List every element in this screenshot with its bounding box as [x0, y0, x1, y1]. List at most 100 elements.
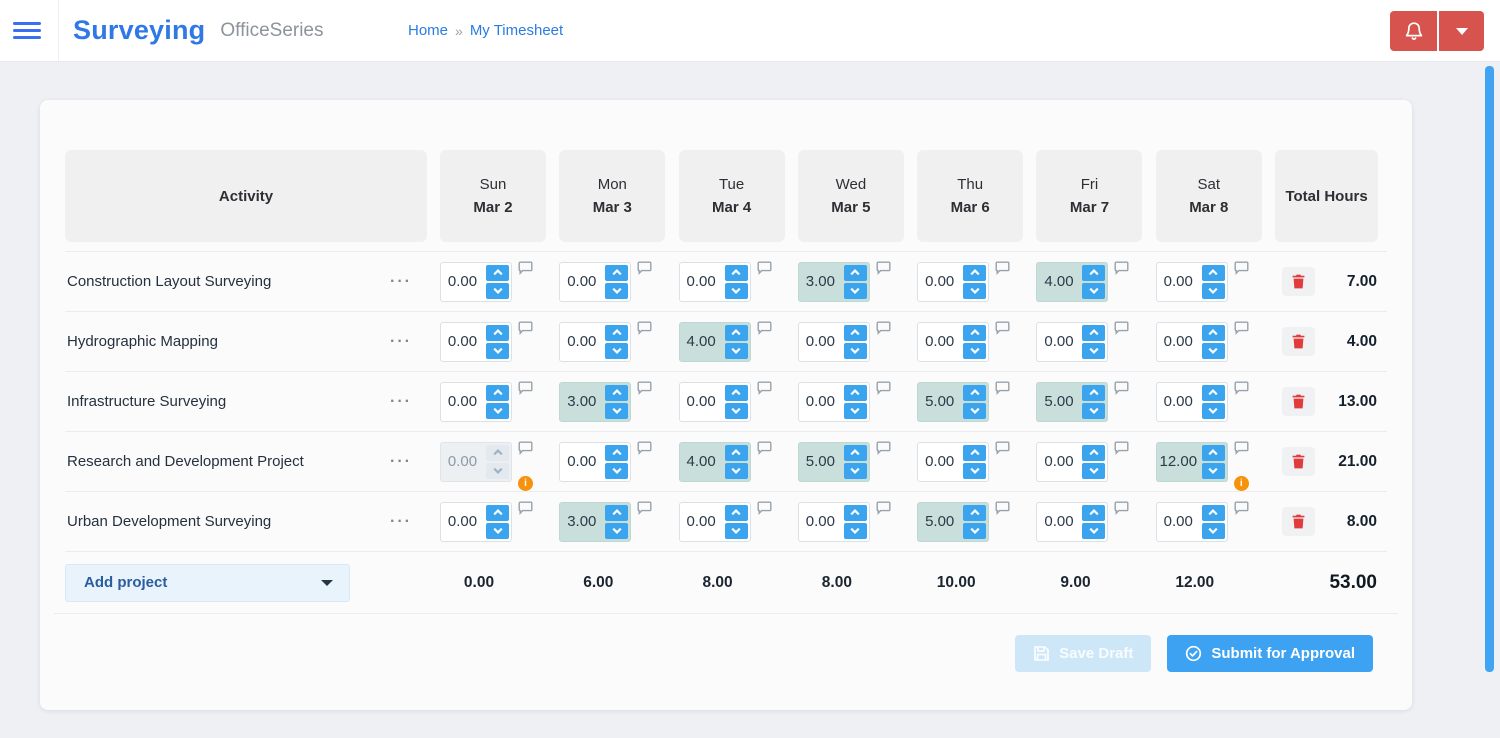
notifications-button[interactable] — [1390, 11, 1437, 51]
spin-up-button[interactable] — [1201, 264, 1225, 281]
comment-icon[interactable] — [757, 501, 772, 515]
spin-down-button[interactable] — [724, 282, 748, 299]
breadcrumb-current[interactable]: My Timesheet — [469, 22, 564, 39]
save-draft-button[interactable]: Save Draft — [1015, 635, 1152, 672]
row-menu-icon[interactable]: ··· — [390, 272, 412, 290]
comment-icon[interactable] — [518, 261, 533, 275]
spin-up-button[interactable] — [963, 504, 987, 521]
hours-input[interactable]: 4.00 — [678, 321, 751, 362]
comment-icon[interactable] — [1234, 441, 1249, 455]
spin-down-button[interactable] — [605, 462, 629, 479]
spin-up-button[interactable] — [486, 384, 509, 401]
hours-input[interactable]: 0.00 — [1036, 501, 1109, 542]
comment-icon[interactable] — [876, 261, 891, 275]
comment-icon[interactable] — [1114, 261, 1129, 275]
submit-for-approval-button[interactable]: Submit for Approval — [1167, 635, 1373, 672]
spin-up-button[interactable] — [724, 384, 748, 401]
hours-input[interactable]: 0.00 — [797, 321, 870, 362]
spin-down-button[interactable] — [963, 282, 987, 299]
spin-down-button[interactable] — [1201, 402, 1225, 419]
spin-up-button[interactable] — [843, 324, 867, 341]
spin-up-button[interactable] — [605, 264, 629, 281]
comment-icon[interactable] — [1114, 381, 1129, 395]
spin-down-button[interactable] — [1082, 342, 1106, 359]
spin-down-button[interactable] — [486, 402, 509, 419]
spin-up-button[interactable] — [1201, 504, 1225, 521]
comment-icon[interactable] — [995, 321, 1010, 335]
comment-icon[interactable] — [995, 441, 1010, 455]
spin-up-button[interactable] — [963, 264, 987, 281]
spin-down-button[interactable] — [486, 282, 509, 299]
hours-input[interactable]: 0.00 — [559, 441, 632, 482]
user-menu-button[interactable] — [1439, 11, 1484, 51]
spin-up-button[interactable] — [1082, 324, 1106, 341]
spin-down-button[interactable] — [605, 402, 629, 419]
spin-down-button[interactable] — [963, 342, 987, 359]
spin-down-button[interactable] — [843, 522, 867, 539]
spin-up-button[interactable] — [724, 264, 748, 281]
spin-down-button[interactable] — [963, 522, 987, 539]
hours-input[interactable]: 0.00 — [440, 381, 512, 422]
spin-up-button[interactable] — [724, 504, 748, 521]
comment-icon[interactable] — [1234, 381, 1249, 395]
spin-up-button[interactable] — [605, 324, 629, 341]
spin-up-button[interactable] — [486, 444, 509, 461]
row-menu-icon[interactable]: ··· — [390, 332, 412, 350]
hours-input[interactable]: 0.00 — [678, 381, 751, 422]
spin-down-button[interactable] — [605, 522, 629, 539]
hours-input[interactable]: 0.00 — [440, 501, 512, 542]
spin-down-button[interactable] — [486, 522, 509, 539]
spin-up-button[interactable] — [1082, 444, 1106, 461]
comment-icon[interactable] — [757, 261, 772, 275]
spin-down-button[interactable] — [724, 522, 748, 539]
hours-input[interactable]: 0.00 — [1036, 321, 1109, 362]
comment-icon[interactable] — [1114, 321, 1129, 335]
spin-down-button[interactable] — [963, 462, 987, 479]
hours-input[interactable]: 0.00 — [917, 321, 990, 362]
spin-down-button[interactable] — [843, 462, 867, 479]
delete-row-button[interactable] — [1282, 327, 1316, 356]
comment-icon[interactable] — [637, 321, 652, 335]
spin-down-button[interactable] — [843, 342, 867, 359]
comment-icon[interactable] — [518, 321, 533, 335]
hours-input[interactable]: 0.00 — [1155, 381, 1228, 422]
hours-input[interactable]: 5.00 — [917, 501, 990, 542]
spin-down-button[interactable] — [1201, 282, 1225, 299]
spin-up-button[interactable] — [605, 444, 629, 461]
spin-up-button[interactable] — [843, 264, 867, 281]
spin-up-button[interactable] — [843, 444, 867, 461]
spin-down-button[interactable] — [724, 402, 748, 419]
hours-input[interactable]: 4.00 — [678, 441, 751, 482]
spin-up-button[interactable] — [724, 324, 748, 341]
hours-input[interactable]: 0.00 — [917, 441, 990, 482]
delete-row-button[interactable] — [1282, 507, 1316, 536]
comment-icon[interactable] — [518, 501, 533, 515]
spin-up-button[interactable] — [1201, 384, 1225, 401]
spin-up-button[interactable] — [963, 384, 987, 401]
spin-down-button[interactable] — [1201, 522, 1225, 539]
spin-down-button[interactable] — [1082, 402, 1106, 419]
spin-up-button[interactable] — [486, 324, 509, 341]
hamburger-menu-icon[interactable] — [13, 18, 41, 43]
spin-up-button[interactable] — [1082, 504, 1106, 521]
hours-input[interactable]: 5.00 — [1036, 381, 1109, 422]
hours-input[interactable]: 0.00 — [1155, 261, 1228, 302]
spin-down-button[interactable] — [963, 402, 987, 419]
hours-input[interactable]: 0.00 — [797, 381, 870, 422]
comment-icon[interactable] — [637, 501, 652, 515]
comment-icon[interactable] — [876, 441, 891, 455]
hours-input[interactable]: 12.00 — [1155, 441, 1228, 482]
hours-input[interactable]: 0.00 — [678, 261, 751, 302]
spin-up-button[interactable] — [963, 324, 987, 341]
comment-icon[interactable] — [757, 441, 772, 455]
spin-down-button[interactable] — [1201, 342, 1225, 359]
hours-input[interactable]: 0.00 — [1155, 321, 1228, 362]
spin-down-button[interactable] — [843, 402, 867, 419]
comment-icon[interactable] — [757, 381, 772, 395]
delete-row-button[interactable] — [1282, 267, 1316, 296]
spin-up-button[interactable] — [605, 384, 629, 401]
row-menu-icon[interactable]: ··· — [390, 512, 412, 530]
hours-input[interactable]: 0.00 — [440, 321, 512, 362]
hours-input[interactable]: 0.00 — [440, 441, 512, 482]
hours-input[interactable]: 3.00 — [559, 501, 632, 542]
